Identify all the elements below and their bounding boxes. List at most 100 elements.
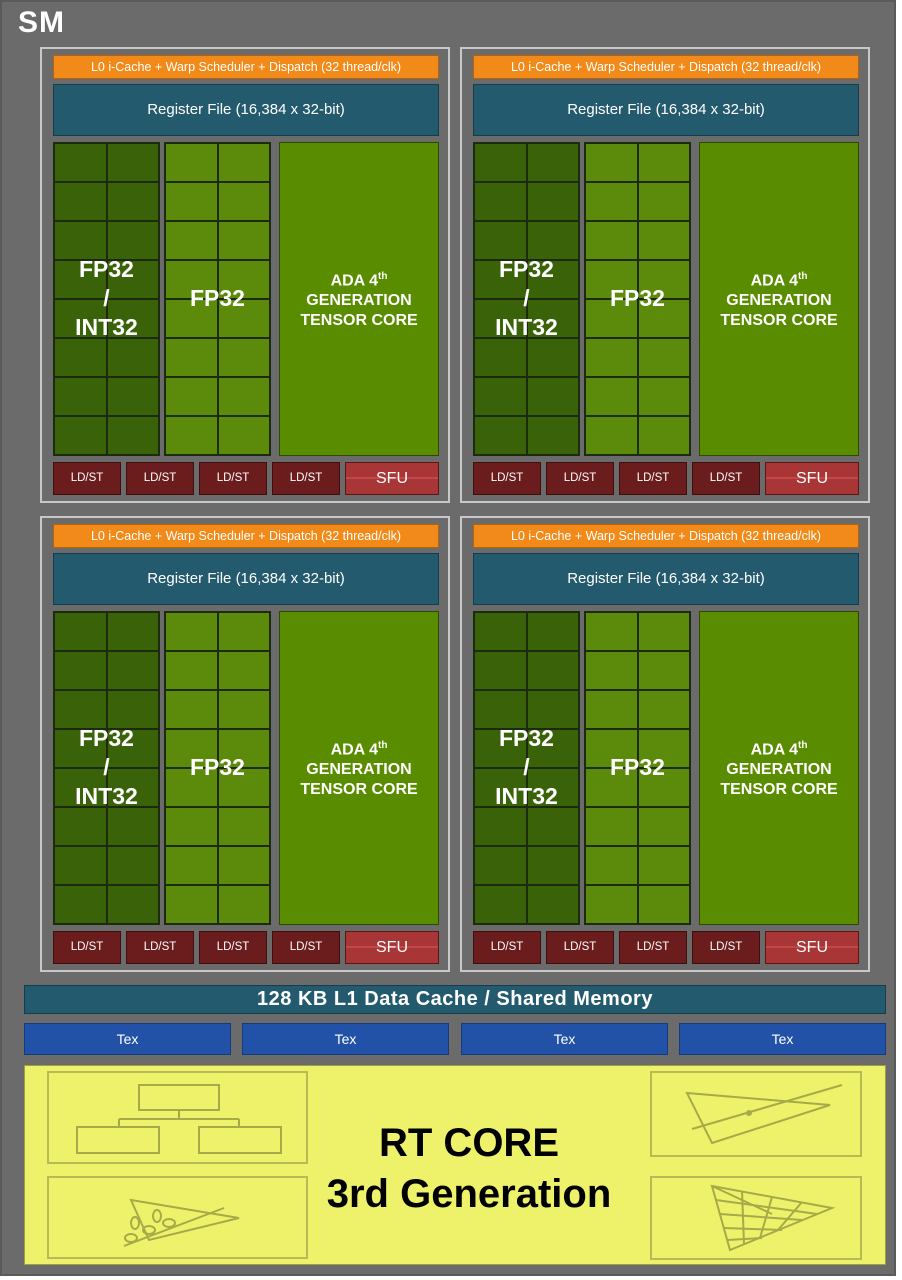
sm-title: SM [18, 6, 65, 39]
core-cell [474, 729, 527, 768]
core-cell [54, 690, 107, 729]
label-line: INT32 [75, 783, 138, 809]
label-line: FP32 [79, 725, 134, 751]
core-cell [217, 729, 270, 768]
core-cell [165, 416, 218, 455]
core-cell [585, 182, 638, 221]
core-cell [217, 377, 270, 416]
core-cell [585, 260, 638, 299]
core-cell [585, 143, 638, 182]
core-cell [637, 338, 690, 377]
label-line: / [103, 754, 110, 780]
tex-unit: Tex [679, 1023, 886, 1055]
ldst-unit: LD/ST [546, 462, 614, 495]
core-cell [54, 143, 107, 182]
sfu-unit: SFU [765, 931, 859, 964]
ldst-unit: LD/ST [126, 462, 194, 495]
fp32-int32-units [53, 142, 160, 456]
ray-triangle-intersection-icon [650, 1071, 862, 1157]
core-cell [106, 885, 159, 924]
core-cell [106, 221, 159, 260]
core-cell [526, 846, 579, 885]
core-cell [106, 299, 159, 338]
tensor-core: ADA 4th GENERATION TENSOR CORE [279, 142, 439, 456]
fp32-int32-label: FP32 / INT32 [53, 255, 160, 342]
core-cell [474, 182, 527, 221]
core-cell [54, 768, 107, 807]
ldst-unit: LD/ST [199, 462, 267, 495]
tensor-core-label: ADA 4th GENERATION TENSOR CORE [280, 736, 438, 800]
ldst-unit: LD/ST [546, 931, 614, 964]
core-cell [585, 651, 638, 690]
core-cell [637, 143, 690, 182]
register-file: Register File (16,384 x 32-bit) [53, 553, 439, 605]
l1-data-cache: 128 KB L1 Data Cache / Shared Memory [24, 985, 886, 1014]
core-cell [474, 338, 527, 377]
sfu-label: SFU [796, 470, 828, 487]
hierarchy-diagram-icon [47, 1071, 308, 1164]
warp-scheduler: L0 i-Cache + Warp Scheduler + Dispatch (… [473, 524, 859, 548]
register-file: Register File (16,384 x 32-bit) [53, 84, 439, 136]
core-cell [637, 612, 690, 651]
core-cell [54, 612, 107, 651]
core-cell [637, 221, 690, 260]
tensor-core-label: ADA 4th GENERATION TENSOR CORE [280, 267, 438, 331]
tensor-line: GENERATION [726, 761, 832, 779]
core-cell [106, 651, 159, 690]
core-cell [54, 338, 107, 377]
tensor-core: ADA 4th GENERATION TENSOR CORE [279, 611, 439, 925]
fp32-int32-label: FP32 / INT32 [473, 724, 580, 811]
core-cell [106, 416, 159, 455]
core-cell [585, 846, 638, 885]
sfu-unit: SFU [345, 462, 439, 495]
core-cell [165, 690, 218, 729]
core-cell [106, 846, 159, 885]
tensor-superscript: th [797, 740, 808, 751]
core-cell [106, 260, 159, 299]
fp32-units [584, 142, 691, 456]
core-cell [526, 651, 579, 690]
core-cell [526, 768, 579, 807]
core-cell [474, 260, 527, 299]
tex-unit: Tex [461, 1023, 668, 1055]
core-cell [106, 690, 159, 729]
fp32-label: FP32 [610, 754, 665, 780]
rt-core-line1: RT CORE [379, 1121, 559, 1165]
fp32-int32-units [53, 611, 160, 925]
tensor-superscript: th [797, 271, 808, 282]
core-cell [474, 768, 527, 807]
core-cell [217, 768, 270, 807]
core-cell [217, 260, 270, 299]
register-file: Register File (16,384 x 32-bit) [473, 84, 859, 136]
core-cell [106, 182, 159, 221]
sfu-unit: SFU [345, 931, 439, 964]
label-line: FP32 [79, 256, 134, 282]
ldst-unit: LD/ST [473, 931, 541, 964]
core-cell [165, 846, 218, 885]
core-cell [526, 416, 579, 455]
core-cell [474, 416, 527, 455]
core-cell [165, 221, 218, 260]
core-cell [637, 768, 690, 807]
core-cell [585, 299, 638, 338]
core-cell [526, 182, 579, 221]
tensor-line: TENSOR CORE [720, 312, 838, 330]
label-line: INT32 [495, 314, 558, 340]
label-line: / [523, 754, 530, 780]
core-cell [217, 143, 270, 182]
ldst-unit: LD/ST [619, 462, 687, 495]
tensor-line: ADA 4 [750, 272, 798, 290]
core-cell [165, 299, 218, 338]
core-cell [106, 768, 159, 807]
ldst-unit: LD/ST [53, 462, 121, 495]
label-line: FP32 [499, 256, 554, 282]
core-cell [526, 377, 579, 416]
core-cell [526, 299, 579, 338]
core-cell [217, 690, 270, 729]
label-line: FP32 [499, 725, 554, 751]
core-cell [585, 377, 638, 416]
core-cell [54, 377, 107, 416]
warp-scheduler: L0 i-Cache + Warp Scheduler + Dispatch (… [53, 55, 439, 79]
core-cell [585, 221, 638, 260]
core-cell [54, 416, 107, 455]
